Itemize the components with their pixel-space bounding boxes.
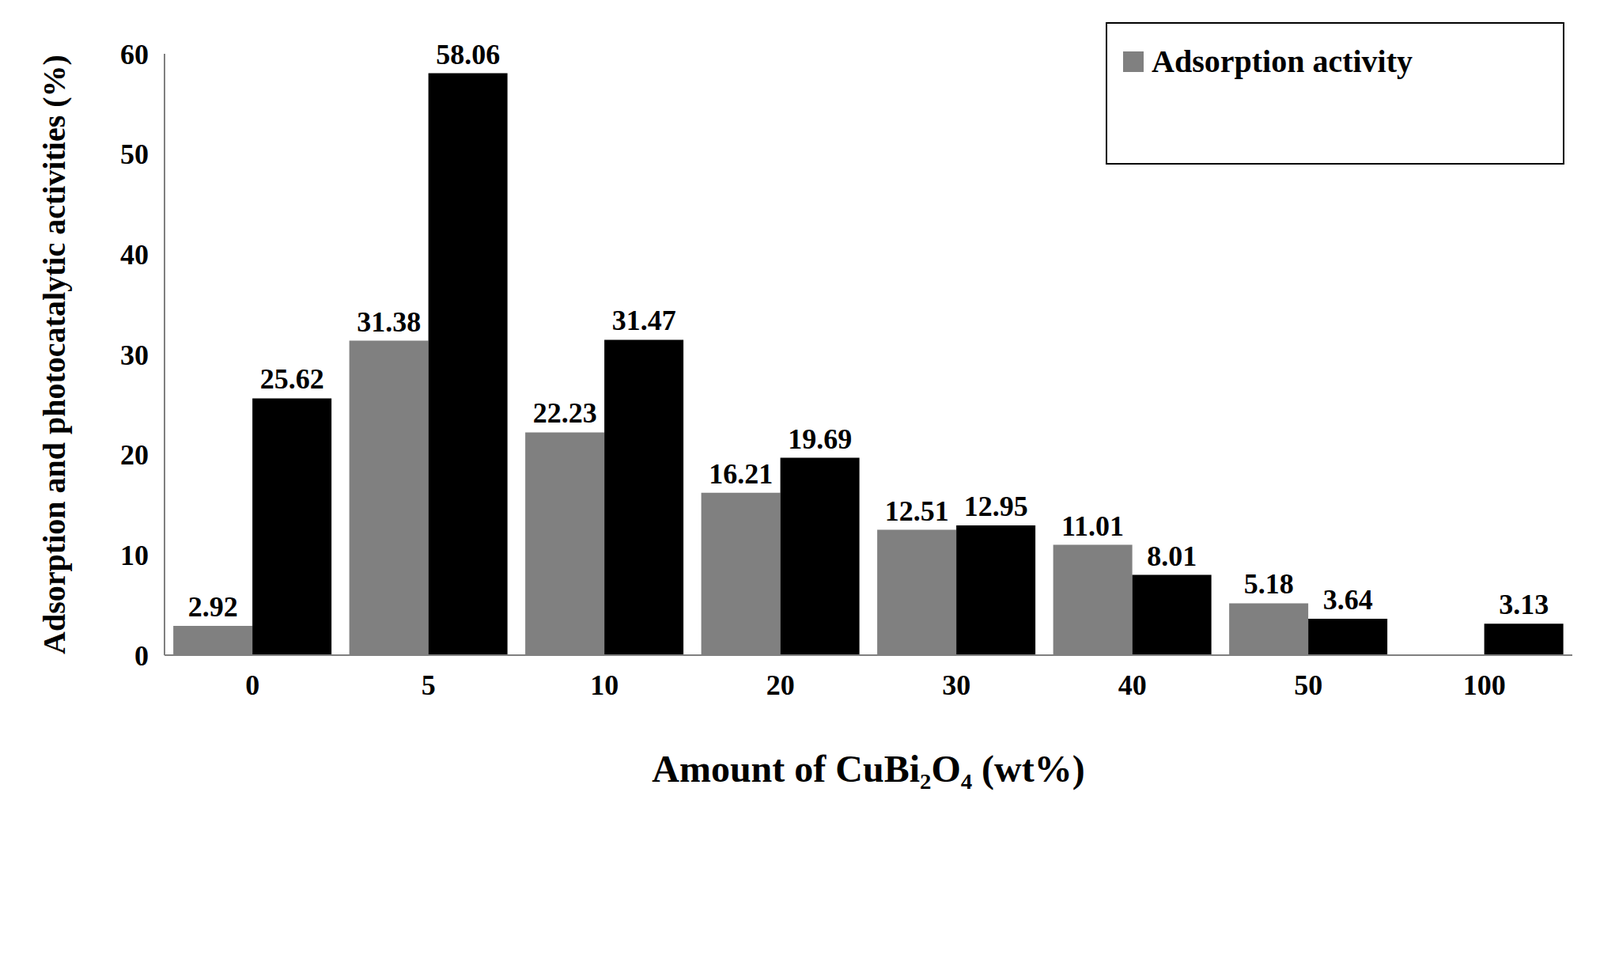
svg-text:Amount of CuBi₂O₄ (wt%): Amount of CuBi₂O₄ (wt%) — [651, 747, 1085, 791]
svg-text:3.13: 3.13 — [1498, 588, 1549, 621]
svg-text:58.06: 58.06 — [435, 38, 500, 71]
svg-text:0: 0 — [245, 669, 260, 701]
svg-text:2.92: 2.92 — [188, 590, 239, 623]
svg-text:12.95: 12.95 — [964, 490, 1029, 522]
svg-text:3.64: 3.64 — [1323, 583, 1374, 616]
svg-text:20: 20 — [766, 669, 795, 701]
svg-text:30: 30 — [120, 339, 149, 371]
svg-text:5: 5 — [421, 669, 436, 701]
svg-text:30: 30 — [941, 669, 971, 701]
svg-text:40: 40 — [1118, 669, 1147, 701]
svg-text:40: 40 — [120, 238, 149, 271]
svg-text:12.51: 12.51 — [885, 495, 950, 527]
svg-text:16.21: 16.21 — [708, 457, 773, 490]
svg-text:31.47: 31.47 — [612, 304, 677, 337]
svg-text:Adsorption and photocatalytic: Adsorption and photocatalytic activities… — [36, 54, 72, 655]
svg-text:10: 10 — [120, 539, 149, 572]
svg-text:19.69: 19.69 — [787, 423, 852, 455]
svg-text:31.38: 31.38 — [356, 306, 421, 338]
svg-text:10: 10 — [590, 669, 619, 701]
svg-text:60: 60 — [120, 38, 149, 71]
svg-text:50: 50 — [120, 138, 149, 171]
svg-text:11.01: 11.01 — [1061, 510, 1124, 542]
svg-text:100: 100 — [1463, 669, 1506, 701]
svg-text:20: 20 — [120, 438, 149, 471]
svg-text:5.18: 5.18 — [1244, 567, 1294, 600]
svg-text:50: 50 — [1293, 669, 1323, 701]
svg-text:0: 0 — [134, 639, 149, 672]
svg-text:22.23: 22.23 — [533, 397, 598, 429]
svg-text:25.62: 25.62 — [260, 363, 325, 395]
html-text:Adsorption activity: Adsorption activity — [1151, 43, 1413, 80]
svg-text:8.01: 8.01 — [1146, 540, 1197, 572]
